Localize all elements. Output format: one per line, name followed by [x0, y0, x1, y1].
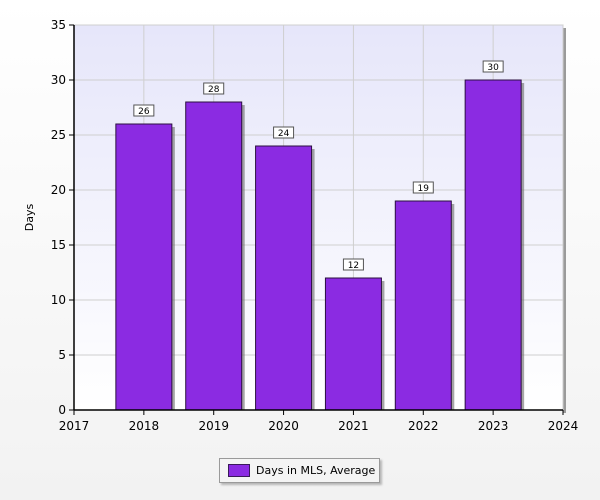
data-labels: 26 28 24 12 19 30 — [133, 60, 504, 271]
data-label: 30 — [482, 60, 504, 73]
data-label-text: 12 — [348, 261, 359, 271]
bar — [394, 200, 452, 411]
bar — [185, 101, 243, 411]
axes: 0 5 10 15 20 25 30 35 2017 2018 2019 2020 2021 2022 20… — [51, 18, 579, 433]
x-tick-label: 2020 — [268, 419, 299, 433]
x-tick-label: 2019 — [198, 419, 229, 433]
y-tick-label: 5 — [58, 348, 66, 362]
data-label-text: 30 — [487, 63, 499, 73]
legend-swatch — [228, 464, 250, 477]
x-tick-label: 2023 — [478, 419, 509, 433]
data-label-text: 24 — [278, 129, 290, 139]
data-label: 12 — [342, 258, 364, 271]
y-tick-label: 10 — [51, 293, 66, 307]
bar — [324, 277, 382, 411]
legend: Days in MLS, Average — [219, 458, 380, 483]
bar — [115, 123, 173, 411]
y-axis-title: Days — [23, 204, 36, 232]
x-tick-label: 2022 — [408, 419, 439, 433]
plot-shadow — [563, 28, 566, 413]
bar — [464, 79, 522, 411]
y-tick-label: 30 — [51, 73, 66, 87]
data-label-text: 19 — [418, 184, 430, 194]
x-tick-label: 2017 — [59, 419, 90, 433]
y-tick-label: 35 — [51, 18, 66, 32]
x-tick-label: 2021 — [338, 419, 369, 433]
y-tick-label: 25 — [51, 128, 66, 142]
y-tick-label: 15 — [51, 238, 66, 252]
x-tick-label: 2024 — [548, 419, 579, 433]
data-label: 19 — [412, 181, 434, 194]
plot-shadows — [563, 28, 566, 413]
data-label-text: 28 — [208, 85, 220, 95]
y-tick-label: 0 — [58, 403, 66, 417]
bars — [115, 79, 525, 411]
legend-label: Days in MLS, Average — [256, 464, 376, 477]
x-tick-label: 2018 — [129, 419, 160, 433]
bar — [255, 145, 313, 411]
y-tick-label: 20 — [51, 183, 66, 197]
data-label-text: 26 — [138, 107, 150, 117]
data-label: 26 — [133, 104, 155, 117]
data-label: 24 — [273, 126, 295, 139]
data-label: 28 — [203, 82, 225, 95]
